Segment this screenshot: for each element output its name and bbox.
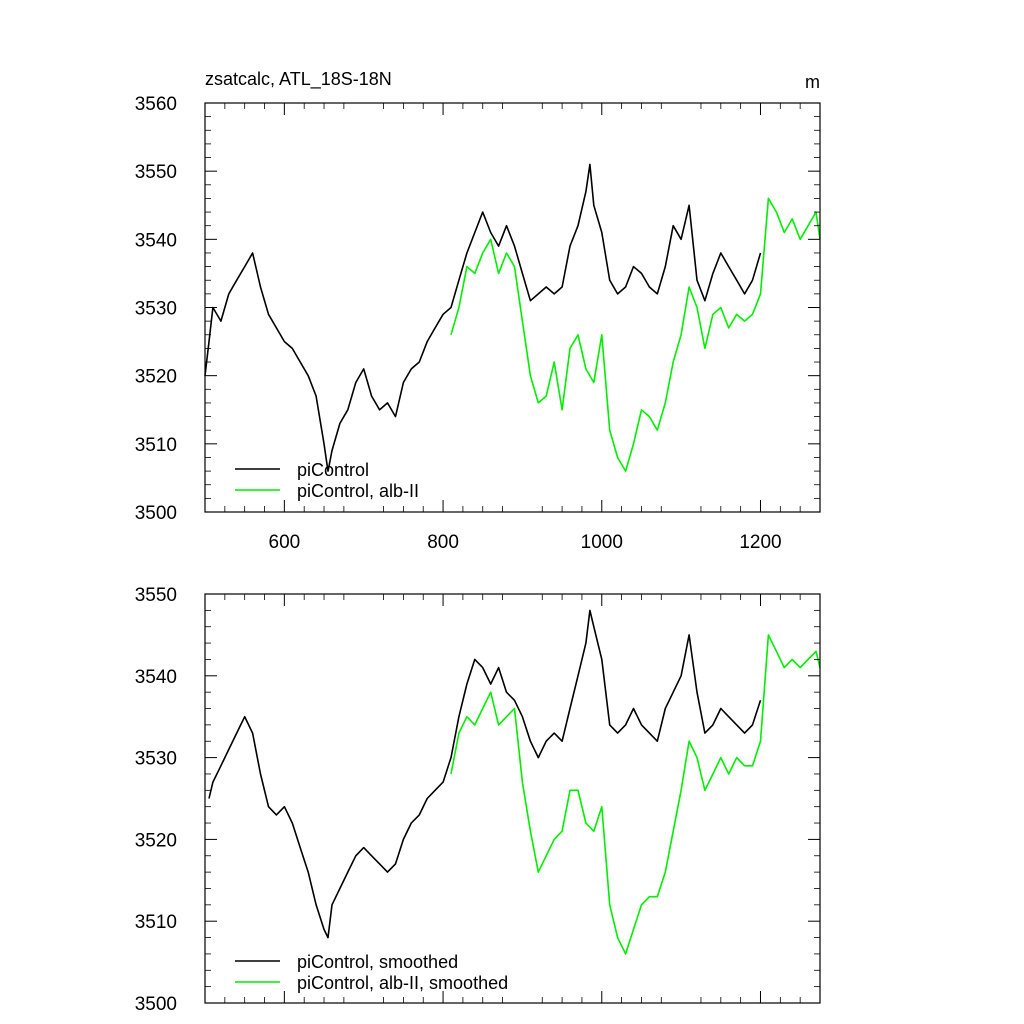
legend: piControl piControl, alb-II xyxy=(235,460,419,501)
series-line-picontrol-alb-ii-smoothed xyxy=(450,634,821,955)
series-line-picontrol-smoothed xyxy=(208,609,762,939)
y-tick-label: 3530 xyxy=(135,749,177,770)
y-tick-label: 3540 xyxy=(135,230,177,251)
series-line-picontrol xyxy=(204,163,762,472)
units-label: m xyxy=(805,72,820,92)
ticks-layer: 600 800 1000 1200 3500 3510 3520 3530 3540 3550 35… xyxy=(135,94,821,553)
bottom-panel: 3500 3510 3520 3530 3540 3550 piControl, smoo… xyxy=(135,585,821,1015)
top-panel: zsatcalc, ATL_18S-18N m 600 800 1000 1200 35… xyxy=(135,69,821,553)
y-tick-label: 3540 xyxy=(135,667,177,688)
x-tick-label: 1000 xyxy=(581,532,623,553)
y-tick-label: 3520 xyxy=(135,830,177,851)
series-layer xyxy=(208,609,821,955)
y-tick-label: 3510 xyxy=(135,435,177,456)
legend: piControl, smoothed piControl, alb-II, s… xyxy=(235,952,508,993)
y-tick-label: 3500 xyxy=(135,503,177,524)
ticks-layer: 3500 3510 3520 3530 3540 3550 xyxy=(135,585,821,1015)
y-tick-label: 3550 xyxy=(135,162,177,183)
y-tick-label: 3520 xyxy=(135,367,177,388)
x-tick-label: 600 xyxy=(269,532,301,553)
legend-label-piControl-smoothed: piControl, smoothed xyxy=(297,952,458,972)
legend-label-piControl-alb-II-smoothed: piControl, alb-II, smoothed xyxy=(297,973,508,993)
y-tick-label: 3500 xyxy=(135,994,177,1015)
series-line-picontrol-alb-ii xyxy=(450,197,821,472)
legend-label-piControl-alb-II: piControl, alb-II xyxy=(297,481,419,501)
y-tick-label: 3550 xyxy=(135,585,177,606)
series-layer xyxy=(204,163,821,472)
x-tick-label: 1200 xyxy=(739,532,781,553)
chart-title: zsatcalc, ATL_18S-18N xyxy=(205,69,392,90)
x-tick-label: 800 xyxy=(427,532,459,553)
y-tick-label: 3510 xyxy=(135,912,177,933)
legend-label-piControl: piControl xyxy=(297,460,369,480)
y-tick-label: 3530 xyxy=(135,299,177,320)
plot-frame xyxy=(204,593,821,1004)
y-tick-label: 3560 xyxy=(135,94,177,115)
